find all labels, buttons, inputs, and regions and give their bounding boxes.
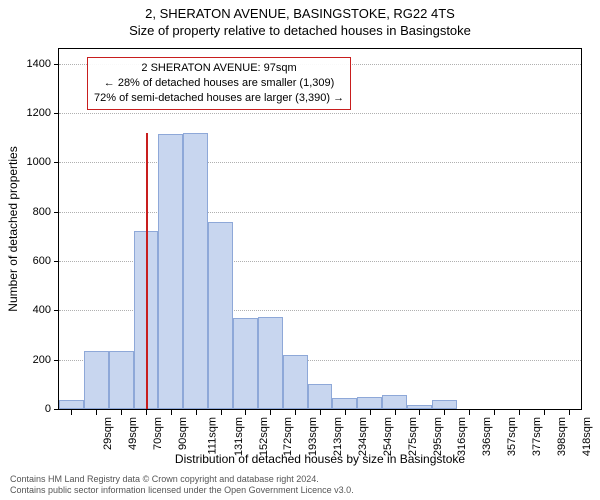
ytick-mark [54, 113, 59, 114]
histogram-bar [59, 400, 84, 409]
ytick-label: 1400 [27, 58, 51, 70]
xtick-label: 275sqm [407, 417, 419, 456]
xtick-label: 295sqm [432, 417, 444, 456]
ytick-mark [54, 409, 59, 410]
xtick-mark [444, 410, 445, 415]
ytick-label: 0 [45, 403, 51, 415]
xtick-mark [469, 410, 470, 415]
xtick-label: 152sqm [258, 417, 270, 456]
xtick-label: 336sqm [481, 417, 493, 456]
xtick-label: 90sqm [177, 417, 189, 450]
xtick-mark [146, 410, 147, 415]
xtick-mark [395, 410, 396, 415]
ytick-mark [54, 64, 59, 65]
xtick-label: 131sqm [233, 417, 245, 456]
chart-container: 2, SHERATON AVENUE, BASINGSTOKE, RG22 4T… [0, 0, 600, 500]
gridline [59, 162, 581, 163]
footer-attribution: Contains HM Land Registry data © Crown c… [10, 474, 590, 497]
chart-title-main: 2, SHERATON AVENUE, BASINGSTOKE, RG22 4T… [0, 0, 600, 21]
xtick-mark [544, 410, 545, 415]
annotation-line-2: ← 28% of detached houses are smaller (1,… [94, 76, 344, 91]
xtick-mark [569, 410, 570, 415]
gridline [59, 212, 581, 213]
xtick-mark [221, 410, 222, 415]
xtick-mark [295, 410, 296, 415]
ytick-mark [54, 261, 59, 262]
xtick-mark [196, 410, 197, 415]
footer-line-2: Contains public sector information licen… [10, 485, 590, 496]
xtick-label: 234sqm [357, 417, 369, 456]
xtick-label: 398sqm [556, 417, 568, 456]
xtick-mark [96, 410, 97, 415]
histogram-bar [407, 405, 432, 409]
xtick-mark [171, 410, 172, 415]
gridline [59, 113, 581, 114]
xtick-label: 111sqm [206, 417, 218, 455]
plot-wrap: Number of detached properties 2 SHERATON… [58, 48, 582, 410]
ytick-label: 800 [33, 206, 51, 218]
xtick-label: 377sqm [531, 417, 543, 456]
xtick-label: 254sqm [382, 417, 394, 456]
histogram-bar [283, 355, 308, 409]
histogram-bar [308, 384, 333, 409]
xtick-mark [71, 410, 72, 415]
annotation-line-3: 72% of semi-detached houses are larger (… [94, 91, 344, 106]
ytick-label: 400 [33, 304, 51, 316]
xtick-label: 213sqm [332, 417, 344, 456]
y-axis-label: Number of detached properties [6, 146, 20, 311]
xtick-label: 29sqm [102, 417, 114, 450]
ytick-label: 1000 [27, 156, 51, 168]
xtick-mark [121, 410, 122, 415]
histogram-bar [233, 318, 258, 409]
ytick-label: 200 [33, 354, 51, 366]
xtick-mark [245, 410, 246, 415]
ytick-label: 1200 [27, 107, 51, 119]
ytick-mark [54, 360, 59, 361]
histogram-bar [158, 134, 183, 409]
xtick-mark [494, 410, 495, 415]
xtick-mark [519, 410, 520, 415]
x-axis-label: Distribution of detached houses by size … [58, 452, 582, 466]
xtick-mark [320, 410, 321, 415]
chart-title-sub: Size of property relative to detached ho… [0, 21, 600, 38]
property-marker-line [146, 133, 148, 409]
histogram-bar [357, 397, 382, 409]
histogram-bar [382, 395, 407, 409]
xtick-label: 172sqm [283, 417, 295, 456]
histogram-bar [432, 400, 457, 409]
xtick-mark [370, 410, 371, 415]
xtick-label: 70sqm [152, 417, 164, 450]
ytick-mark [54, 310, 59, 311]
annotation-line-1: 2 SHERATON AVENUE: 97sqm [94, 61, 344, 76]
histogram-bar [84, 351, 109, 409]
xtick-mark [345, 410, 346, 415]
ytick-label: 600 [33, 255, 51, 267]
xtick-label: 418sqm [581, 417, 593, 456]
xtick-label: 357sqm [506, 417, 518, 456]
ytick-mark [54, 212, 59, 213]
histogram-bar [183, 133, 208, 409]
xtick-mark [419, 410, 420, 415]
footer-line-1: Contains HM Land Registry data © Crown c… [10, 474, 590, 485]
ytick-mark [54, 162, 59, 163]
histogram-bar [208, 222, 233, 409]
plot-area: Number of detached properties 2 SHERATON… [58, 48, 582, 410]
histogram-bar [109, 351, 134, 409]
histogram-bar [258, 317, 283, 409]
xtick-mark [270, 410, 271, 415]
xtick-label: 193sqm [307, 417, 319, 456]
xtick-label: 316sqm [457, 417, 469, 456]
histogram-bar [332, 398, 357, 409]
annotation-box: 2 SHERATON AVENUE: 97sqm ← 28% of detach… [87, 57, 351, 110]
xtick-label: 49sqm [127, 417, 139, 450]
